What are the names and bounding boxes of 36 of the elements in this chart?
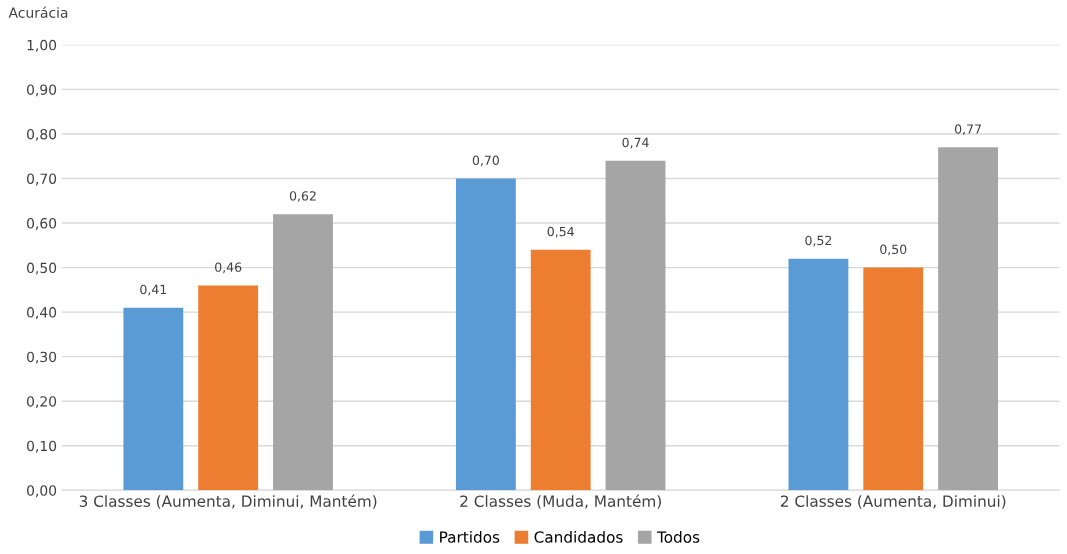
x-tick-label: 3 Classes (Aumenta, Diminui, Mantém) [79,494,377,509]
legend-label: Partidos [440,531,500,543]
y-tick-label: 0,80 [27,128,57,141]
y-axis-title: Acurácia [8,6,68,18]
legend-label: Todos [656,531,700,543]
y-tick-label: 0,20 [27,396,57,409]
bar [273,214,333,491]
bar [455,178,516,491]
data-label: 0,74 [622,137,649,149]
data-label: 0,41 [140,284,167,296]
bar [863,267,924,491]
data-label: 0,62 [289,191,316,202]
bar [938,147,999,491]
data-label: 0,46 [215,262,242,274]
x-tick-label: 2 Classes (Muda, Mantém) [460,494,661,509]
data-label: 0,77 [954,124,981,136]
y-tick-label: 0,00 [27,485,57,498]
data-label: 0,54 [547,226,574,238]
bar [530,249,591,491]
data-label: 0,50 [880,244,907,256]
y-tick-label: 0,10 [27,440,57,453]
y-tick-label: 0,90 [27,84,57,97]
legend-label: Candidados [534,531,623,543]
bar [123,307,184,491]
y-tick-label: 0,60 [27,218,57,230]
y-tick-label: 0,40 [27,307,57,320]
bar [605,160,666,491]
bar [198,285,259,491]
y-tick-label: 1,00 [27,39,57,52]
bar [788,258,849,491]
y-tick-label: 0,50 [27,262,57,275]
y-tick-label: 0,30 [27,351,57,364]
data-label: 0,52 [805,235,832,247]
y-tick-label: 0,70 [27,173,57,186]
data-label: 0,70 [472,155,499,167]
x-tick-label: 2 Classes (Aumenta, Diminui) [780,495,1006,509]
